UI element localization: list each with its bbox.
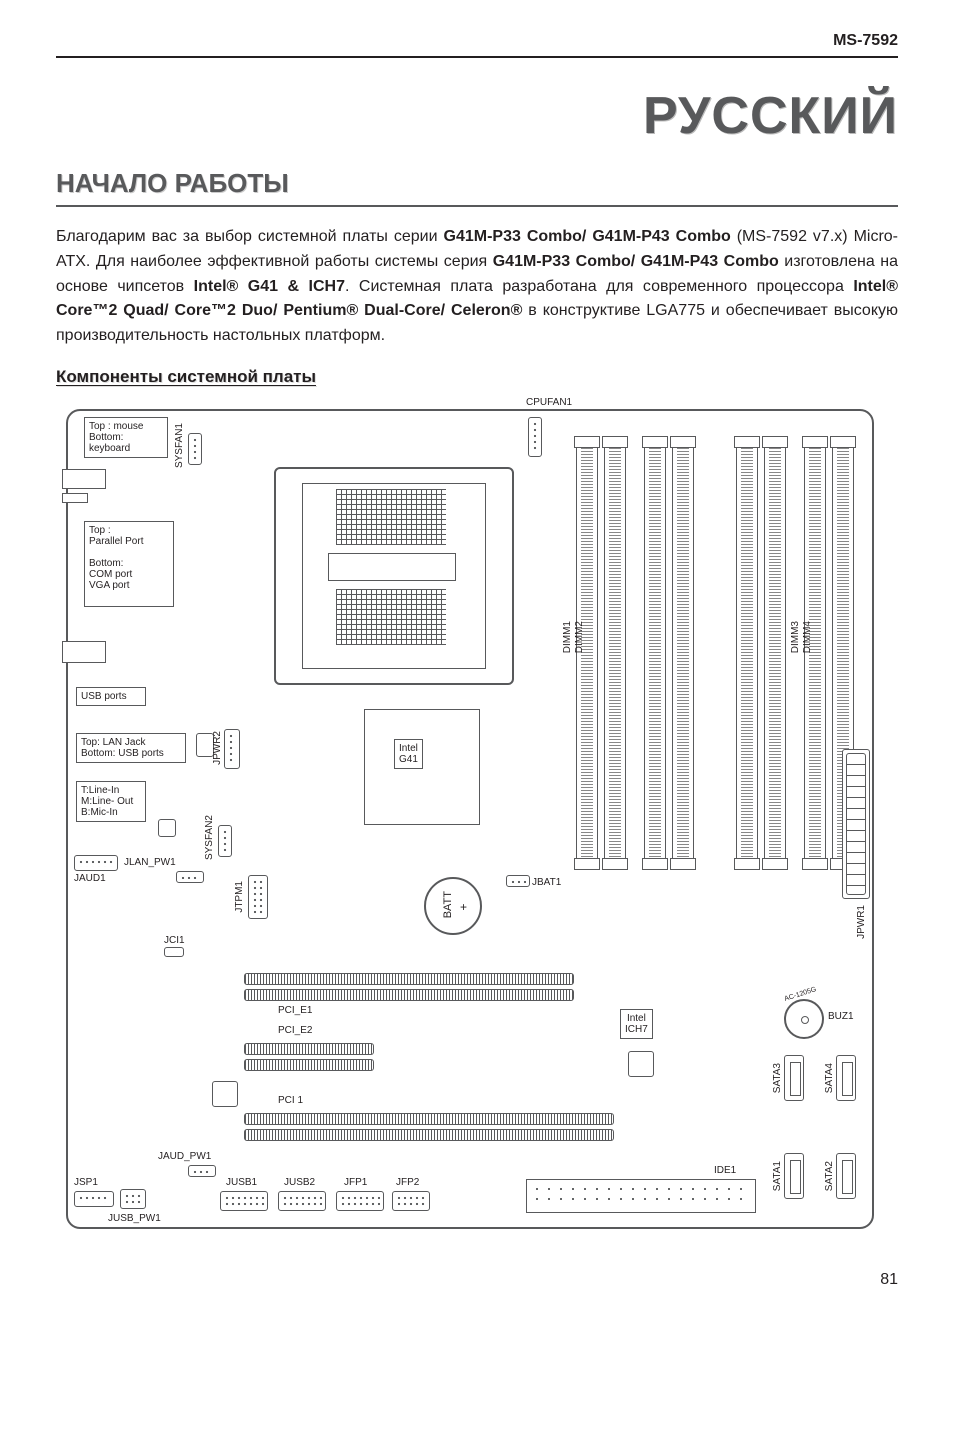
language-title: РУССКИЙ xyxy=(56,86,898,146)
label-sata4: SATA4 xyxy=(824,1063,835,1093)
sata4 xyxy=(836,1055,856,1101)
audio-chip xyxy=(158,819,176,837)
label-pcie2: PCI_E2 xyxy=(278,1025,312,1036)
label-buz1: BUZ1 xyxy=(828,1011,854,1022)
label-batt-plus: + xyxy=(460,901,467,914)
label-jci1: JCI1 xyxy=(164,935,185,946)
pci1-slot-b xyxy=(244,1129,614,1141)
dimm1b-slot xyxy=(644,441,666,865)
board-outline: Top : mouse Bottom: keyboard SYSFAN1 Top… xyxy=(66,409,874,1229)
section-title: НАЧАЛО РАБОТЫ xyxy=(56,168,898,207)
dimm2-slot xyxy=(604,441,626,865)
io-ps2 xyxy=(62,469,106,489)
intro-bold-1: G41M-P33 Combo/ G41M-P43 Combo xyxy=(444,228,731,245)
sata2 xyxy=(836,1153,856,1199)
io-parallel xyxy=(62,641,106,663)
motherboard-diagram: CPUFAN1 Top : mouse Bottom: keyboard SYS… xyxy=(56,393,896,1263)
pcie2-slot xyxy=(244,1043,374,1055)
label-sata3: SATA3 xyxy=(772,1063,783,1093)
sysfan2-header xyxy=(218,825,232,857)
components-title: Компоненты системной платы xyxy=(56,367,898,387)
label-sata2: SATA2 xyxy=(824,1161,835,1191)
io-edge xyxy=(62,493,88,503)
ich7-chip xyxy=(628,1051,654,1077)
model-number: MS-7592 xyxy=(56,32,898,50)
label-jbat1: JBAT1 xyxy=(532,877,561,888)
buzzer xyxy=(784,999,824,1039)
jsp1-header xyxy=(74,1191,114,1207)
header-rule xyxy=(56,56,898,58)
intro-paragraph: Благодарим вас за выбор системной платы … xyxy=(56,225,898,349)
cpufan1-header xyxy=(528,417,542,457)
intro-bold-3: Intel® G41 & ICH7 xyxy=(194,278,345,295)
pci1-slot xyxy=(244,1113,614,1125)
intro-text: . Системная плата разработана для соврем… xyxy=(345,278,853,295)
label-parallel: Top : Parallel Port Bottom: COM port VGA… xyxy=(84,521,174,607)
label-batt: BATT xyxy=(442,891,454,918)
label-dimm2: DIMM2 xyxy=(574,621,585,653)
label-sysfan1: SYSFAN1 xyxy=(174,423,185,468)
intro-bold-2: G41M-P33 Combo/ G41M-P43 Combo xyxy=(493,253,779,270)
label-jusb1: JUSB1 xyxy=(226,1177,257,1188)
pcie1-slot xyxy=(244,973,574,985)
label-jfp1: JFP1 xyxy=(344,1177,367,1188)
label-jfp2: JFP2 xyxy=(396,1177,419,1188)
small-chip xyxy=(212,1081,238,1107)
page-number: 81 xyxy=(56,1271,898,1289)
label-pci1: PCI 1 xyxy=(278,1095,303,1106)
label-g41: Intel G41 xyxy=(394,739,423,769)
label-jpwr1: JPWR1 xyxy=(856,905,867,939)
jusb2-header xyxy=(278,1191,326,1211)
label-ich7: Intel ICH7 xyxy=(620,1009,653,1039)
pcie2-slot-b xyxy=(244,1059,374,1071)
label-jusb-pw1: JUSB_PW1 xyxy=(108,1213,161,1224)
jpwr2-header xyxy=(224,729,240,769)
label-dimm1: DIMM1 xyxy=(562,621,573,653)
dimm3-slot xyxy=(736,441,758,865)
sysfan1-header xyxy=(188,433,202,465)
dimm2b-slot xyxy=(672,441,694,865)
label-usb: USB ports xyxy=(76,687,146,706)
label-ide1: IDE1 xyxy=(714,1165,736,1176)
jbat1-header xyxy=(506,875,530,887)
label-jtpm1: JTPM1 xyxy=(234,881,245,913)
jfp1-header xyxy=(336,1191,384,1211)
label-jusb2: JUSB2 xyxy=(284,1177,315,1188)
jfp2-header xyxy=(392,1191,430,1211)
sata1 xyxy=(784,1153,804,1199)
label-sata1: SATA1 xyxy=(772,1161,783,1191)
jlan-pw1-header xyxy=(176,871,204,883)
jusb1-header xyxy=(220,1191,268,1211)
jpwr1-inner xyxy=(846,753,866,895)
jaud1-header xyxy=(74,855,118,871)
jci1-header xyxy=(164,947,184,957)
label-pcie1: PCI_E1 xyxy=(278,1005,312,1016)
label-ps2: Top : mouse Bottom: keyboard xyxy=(84,417,168,458)
label-jpwr2: JPWR2 xyxy=(212,731,223,765)
label-jlan-pw1: JLAN_PW1 xyxy=(124,857,176,868)
label-jsp1: JSP1 xyxy=(74,1177,98,1188)
label-cpufan1: CPUFAN1 xyxy=(526,397,572,408)
label-dimm3: DIMM3 xyxy=(790,621,801,653)
label-sysfan2: SYSFAN2 xyxy=(204,815,215,860)
label-audio: T:Line-In M:Line- Out B:Mic-In xyxy=(76,781,146,822)
pcie1-slot-b xyxy=(244,989,574,1001)
label-jaud-pw1: JAUD_PW1 xyxy=(158,1151,211,1162)
dimm4-slot xyxy=(764,441,786,865)
cpu-socket xyxy=(274,467,514,685)
sata3 xyxy=(784,1055,804,1101)
label-jaud1: JAUD1 xyxy=(74,873,106,884)
label-lan: Top: LAN Jack Bottom: USB ports xyxy=(76,733,186,763)
intro-text: Благодарим вас за выбор системной платы … xyxy=(56,228,444,245)
ide1 xyxy=(526,1179,756,1213)
label-dimm4: DIMM4 xyxy=(802,621,813,653)
jusb-pw1-header xyxy=(120,1189,146,1209)
jaud-pw1-header xyxy=(188,1165,216,1177)
jtpm1-header xyxy=(248,875,268,919)
